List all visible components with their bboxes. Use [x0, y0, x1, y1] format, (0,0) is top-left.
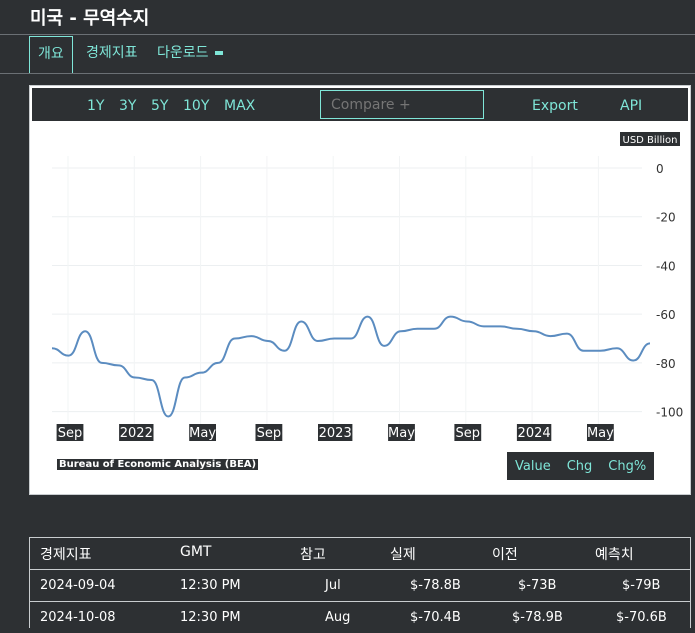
- row-previous: $-78.9B: [512, 610, 563, 625]
- col-header-previous: 이전: [492, 547, 518, 563]
- x-tick-label: 2023: [319, 426, 352, 441]
- x-tick-label: 2022: [120, 426, 153, 441]
- tab-indicators[interactable]: 경제지표: [86, 45, 138, 61]
- source-label: Bureau of Economic Analysis (BEA): [57, 459, 259, 470]
- row-previous: $-73B: [518, 578, 557, 593]
- col-header-forecast: 예측치: [595, 547, 634, 563]
- range-1y-button[interactable]: 1Y: [87, 98, 105, 114]
- trade-balance-line: [51, 315, 651, 418]
- tabs-divider: [0, 73, 695, 74]
- row-date: 2024-09-04: [40, 578, 116, 593]
- page-title: 미국 - 무역수지: [30, 8, 150, 29]
- chg-pct-button[interactable]: Chg%: [608, 458, 647, 474]
- row-date: 2024-10-08: [40, 610, 116, 625]
- row-time: 12:30 PM: [180, 610, 241, 625]
- tab-download[interactable]: 다운로드: [157, 36, 223, 73]
- y-tick-label: -40: [656, 259, 676, 273]
- range-3y-button[interactable]: 3Y: [119, 98, 137, 114]
- x-tick-badge: [516, 424, 552, 441]
- value-mode-buttons: Value Chg Chg%: [507, 452, 655, 480]
- table-row: 2024-09-04 12:30 PM Jul $-78.8B $-73B $-…: [30, 569, 690, 601]
- x-tick-badge: [189, 424, 216, 441]
- x-tick-badge: [318, 424, 353, 441]
- unit-label: USD Billion: [623, 135, 678, 146]
- x-tick-badge: [255, 424, 283, 441]
- x-tick-label: 2024: [518, 426, 551, 441]
- x-tick-badge: [56, 424, 84, 441]
- y-tick-label: -100: [656, 406, 683, 420]
- x-tick-label: May: [189, 426, 216, 441]
- chart-toolbar: 1Y 3Y 5Y 10Y MAX Export API: [30, 86, 690, 123]
- x-tick-badge: [454, 424, 482, 441]
- api-button[interactable]: API: [620, 98, 643, 114]
- x-tick-badge: [388, 424, 415, 441]
- row-reference: Jul: [325, 578, 341, 593]
- trade-balance-chart: 0 -20 -40 -60 -80 -100 Sep 2022 May Sep 2023 May Sep…: [51, 132, 683, 441]
- download-icon: [214, 51, 223, 55]
- compare-input[interactable]: [320, 90, 484, 119]
- tab-download-label: 다운로드: [157, 45, 209, 61]
- range-5y-button[interactable]: 5Y: [151, 98, 169, 114]
- col-header-reference: 참고: [300, 547, 326, 563]
- col-header-gmt: GMT: [180, 544, 212, 560]
- y-tick-label: -60: [656, 308, 676, 322]
- x-tick-label: May: [587, 426, 614, 441]
- unit-badge: [620, 132, 680, 146]
- row-reference: Aug: [325, 610, 351, 625]
- y-tick-label: 0: [656, 162, 664, 176]
- table-row: 2024-10-08 12:30 PM Aug $-70.4B $-78.9B …: [30, 601, 690, 633]
- x-tick-badge: [119, 424, 154, 441]
- y-tick-label: -20: [656, 211, 676, 225]
- tab-overview[interactable]: 개요: [29, 36, 73, 73]
- value-button[interactable]: Value: [515, 458, 551, 474]
- row-time: 12:30 PM: [180, 578, 241, 593]
- row-actual: $-78.8B: [410, 578, 461, 593]
- x-tick-label: Sep: [456, 426, 481, 441]
- x-tick-label: May: [388, 426, 415, 441]
- chg-button[interactable]: Chg: [566, 458, 593, 474]
- col-header-indicator: 경제지표: [40, 547, 92, 563]
- range-10y-button[interactable]: 10Y: [183, 98, 210, 114]
- col-header-actual: 실제: [390, 547, 416, 563]
- calendar-table: 경제지표 GMT 참고 실제 이전 예측치 2024-09-04 12:30 P…: [29, 537, 691, 628]
- chart-panel: 1Y 3Y 5Y 10Y MAX Export API 0 -20 -40 -60 -8…: [29, 85, 691, 495]
- title-divider: [0, 34, 695, 35]
- x-tick-label: Sep: [257, 426, 282, 441]
- range-max-button[interactable]: MAX: [224, 98, 256, 114]
- x-tick-badge: [587, 424, 614, 441]
- row-actual: $-70.4B: [410, 610, 461, 625]
- row-forecast: $-70.6B: [616, 610, 667, 625]
- y-tick-label: -80: [656, 357, 676, 371]
- export-button[interactable]: Export: [532, 98, 578, 114]
- row-forecast: $-79B: [622, 578, 661, 593]
- x-tick-label: Sep: [58, 426, 83, 441]
- table-header-row: 경제지표 GMT 참고 실제 이전 예측치: [30, 538, 690, 569]
